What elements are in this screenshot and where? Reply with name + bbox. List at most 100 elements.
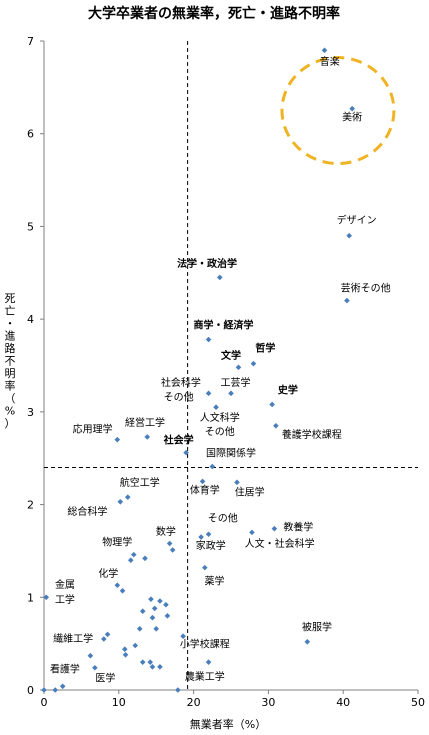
point-label: 家政学 <box>196 539 226 552</box>
y-tick-label: 0 <box>27 684 34 697</box>
point-label: 商学・経済学 <box>194 318 254 331</box>
y-tick-label: 6 <box>27 128 34 141</box>
data-point <box>169 547 176 553</box>
y-axis-label-char: % <box>5 405 15 418</box>
y-tick-label: 1 <box>27 591 34 604</box>
data-point <box>153 626 159 632</box>
point-label: 化学 <box>98 567 118 580</box>
data-point <box>52 687 59 693</box>
data-point <box>198 534 204 540</box>
y-axis-label: 死亡・進路不明率（%） <box>5 292 16 430</box>
y-tick-label: 5 <box>27 220 34 233</box>
data-point <box>41 687 47 693</box>
data-point <box>121 646 128 653</box>
data-points <box>41 47 355 693</box>
point-label: 社会学 <box>163 433 194 446</box>
y-axis-label-char: 亡 <box>5 304 16 318</box>
point-label: 養護学校課程 <box>282 428 342 441</box>
point-label: 法学・政治学 <box>177 257 237 270</box>
data-point <box>234 479 240 486</box>
y-axis-label-char: ） <box>5 417 16 430</box>
data-point <box>346 232 352 239</box>
data-point <box>205 659 212 665</box>
data-point <box>183 449 189 456</box>
data-point <box>205 390 212 397</box>
point-label: 総合科学 <box>67 505 107 518</box>
point-label: 経営工学 <box>125 416 165 429</box>
data-point <box>199 478 206 485</box>
data-point <box>149 614 156 621</box>
data-point <box>139 659 146 665</box>
data-point <box>250 360 257 367</box>
data-point <box>114 436 121 443</box>
data-point <box>127 557 134 563</box>
highlight-ellipse <box>280 56 396 166</box>
data-point <box>148 596 154 602</box>
y-axis-label-char: 進 <box>5 330 16 343</box>
data-point <box>163 601 169 608</box>
data-point <box>132 642 139 649</box>
point-label: 史学 <box>278 383 298 396</box>
point-label: 芸術その他 <box>341 281 391 294</box>
x-tick-label: 0 <box>41 696 48 709</box>
data-point <box>216 274 223 281</box>
data-point <box>151 605 158 612</box>
y-tick-label: 4 <box>27 313 34 326</box>
data-point <box>180 633 186 640</box>
data-point <box>157 598 163 604</box>
data-point <box>209 463 216 470</box>
data-point <box>205 531 212 538</box>
y-axis-label-char: 路 <box>5 342 16 355</box>
point-label: 文学 <box>221 349 241 362</box>
data-point <box>202 564 208 571</box>
data-point <box>344 297 350 304</box>
y-axis-label-char: 明 <box>5 367 16 380</box>
point-label: 美術 <box>342 111 362 124</box>
data-point <box>304 638 311 645</box>
point-label: 音楽 <box>320 55 340 68</box>
x-tick-label: 30 <box>261 696 275 709</box>
data-point <box>321 47 328 54</box>
point-label: 被服学 <box>302 621 332 634</box>
data-point <box>271 525 278 532</box>
point-label: 物理学 <box>102 535 132 548</box>
x-tick-label: 20 <box>187 696 201 709</box>
point-label: 人文・社会科学 <box>245 537 315 550</box>
point-label: 看護学 <box>50 662 80 675</box>
point-label: 工学 <box>55 593 75 606</box>
point-label: 薬学 <box>205 574 225 587</box>
axes: 0 1 2 3 4 5 6 7 0 10 20 30 40 50 <box>27 35 425 709</box>
data-point <box>139 608 146 614</box>
data-point <box>87 652 94 659</box>
y-axis-label-char: 率 <box>5 379 16 393</box>
point-label: 応用理学 <box>73 422 113 435</box>
x-tick-label: 10 <box>112 696 126 709</box>
data-point <box>147 659 154 665</box>
y-axis-label-char: 死 <box>5 292 16 305</box>
point-label: 工芸学 <box>220 376 250 389</box>
y-axis-label-char: ・ <box>5 317 16 330</box>
point-label: 哲学 <box>255 342 275 355</box>
point-label: デザイン <box>337 214 377 227</box>
y-tick-label: 7 <box>27 35 34 48</box>
y-axis-label-char: 不 <box>5 355 16 368</box>
point-label: その他 <box>208 511 238 524</box>
point-label: 人文科学 <box>200 411 240 424</box>
point-label: その他 <box>205 425 235 438</box>
data-point <box>43 594 50 601</box>
point-label: 住居学 <box>235 485 265 498</box>
x-tick-label: 40 <box>336 696 350 709</box>
data-point <box>104 631 111 638</box>
data-point <box>92 664 98 671</box>
data-point <box>175 687 181 693</box>
data-point <box>213 404 219 411</box>
point-label: 航空工学 <box>120 476 160 489</box>
data-point <box>114 582 121 589</box>
data-point <box>269 401 275 408</box>
data-point <box>124 494 131 500</box>
data-point <box>142 555 148 562</box>
point-label: 小学校課程 <box>180 637 230 650</box>
data-point <box>59 683 66 690</box>
x-axis-label: 無業者率（%） <box>190 717 266 731</box>
